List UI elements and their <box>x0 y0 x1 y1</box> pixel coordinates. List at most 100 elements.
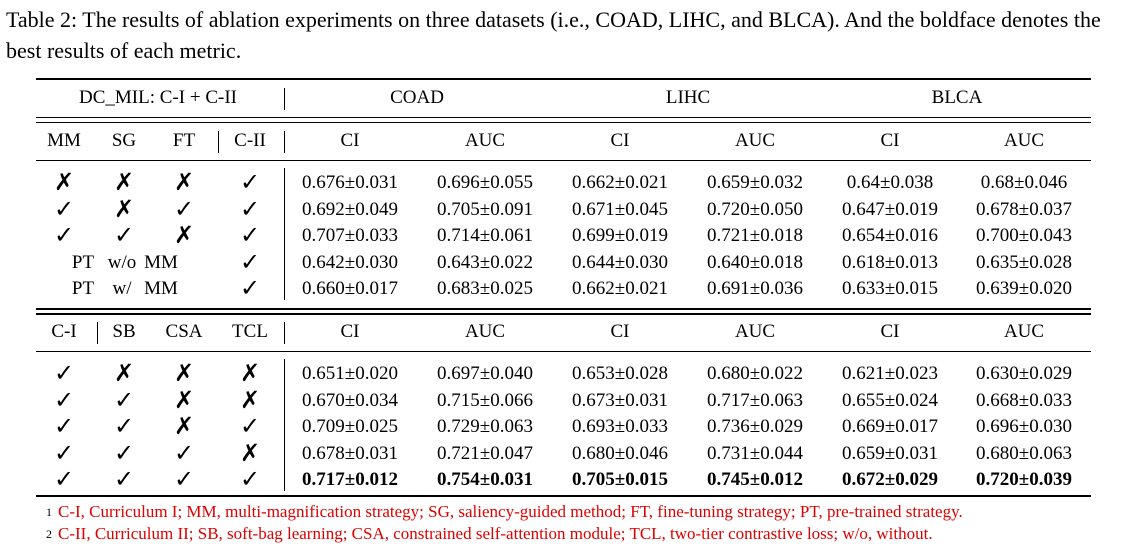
check-icon: ✓ <box>53 195 75 223</box>
method-header: DC_MIL: C-I + C-II <box>79 87 237 108</box>
row-label: PT <box>71 278 95 299</box>
table-cell: 0.680±0.022 <box>707 363 803 384</box>
table-cell: 0.618±0.013 <box>842 252 938 273</box>
table-cell: 0.691±0.036 <box>707 278 803 299</box>
footnote-text: C-I, Curriculum I; MM, multi-magnificati… <box>58 502 963 521</box>
table-cell: 0.705±0.091 <box>437 199 533 220</box>
check-icon: ✓ <box>239 412 261 440</box>
check-icon: ✓ <box>113 439 135 467</box>
cross-icon: ✗ <box>239 439 261 467</box>
table-cell: 0.720±0.050 <box>707 199 803 220</box>
table-cell: 0.729±0.063 <box>437 416 533 437</box>
table-cell: 0.709±0.025 <box>302 416 398 437</box>
column-header-mm: MM <box>47 130 81 151</box>
check-icon: ✓ <box>53 465 75 493</box>
metric-header-auc: AUC <box>464 321 506 342</box>
table-cell: 0.662±0.021 <box>572 172 668 193</box>
footnote-1: 1 C-I, Curriculum I; MM, multi-magnificat… <box>46 501 1124 523</box>
header-double-rule-b <box>36 122 1091 123</box>
table-cell: 0.64±0.038 <box>846 172 934 193</box>
table-cell: 0.697±0.040 <box>437 363 533 384</box>
table-cell: 0.721±0.018 <box>707 225 803 246</box>
column-header-csa: CSA <box>165 321 203 342</box>
check-icon: ✓ <box>239 195 261 223</box>
column-header-tcl: TCL <box>232 321 268 342</box>
check-icon: ✓ <box>113 386 135 414</box>
table-cell: 0.754±0.031 <box>437 469 533 490</box>
table-cell: 0.715±0.066 <box>437 390 533 411</box>
header-double-rule-a <box>36 117 1091 118</box>
metric-header-ci: CI <box>880 321 900 342</box>
table-cell: 0.644±0.030 <box>572 252 668 273</box>
table-cell: 0.659±0.031 <box>842 443 938 464</box>
table-cell: 0.680±0.046 <box>572 443 668 464</box>
section-divider-a <box>36 308 1091 310</box>
section-divider-b <box>36 313 1091 315</box>
column-separator <box>284 168 285 300</box>
table-cell: 0.621±0.023 <box>842 363 938 384</box>
table-cell: 0.68±0.046 <box>980 172 1068 193</box>
cross-icon: ✗ <box>173 221 195 249</box>
table-cell: 0.659±0.032 <box>707 172 803 193</box>
check-icon: ✓ <box>173 465 195 493</box>
row-label: PT <box>71 252 95 273</box>
cross-icon: ✗ <box>173 412 195 440</box>
metric-header-auc: AUC <box>464 130 506 151</box>
table-cell: 0.721±0.047 <box>437 443 533 464</box>
table-cell: 0.639±0.020 <box>976 278 1072 299</box>
metric-header-ci: CI <box>340 130 360 151</box>
column-header-ft: FT <box>172 130 196 151</box>
table-cell: 0.692±0.049 <box>302 199 398 220</box>
table-cell: 0.693±0.033 <box>572 416 668 437</box>
table-cell: 0.678±0.037 <box>976 199 1072 220</box>
check-icon: ✓ <box>113 412 135 440</box>
footnote-mark: 1 <box>46 505 52 519</box>
table-cell: 0.655±0.024 <box>842 390 938 411</box>
table-cell: 0.660±0.017 <box>302 278 398 299</box>
check-icon: ✓ <box>53 412 75 440</box>
table-cell: 0.672±0.029 <box>842 469 938 490</box>
bottom-rule <box>36 495 1091 497</box>
column-separator <box>284 88 285 110</box>
table-cell: 0.736±0.029 <box>707 416 803 437</box>
metric-header-auc: AUC <box>1003 130 1045 151</box>
check-icon: ✓ <box>239 168 261 196</box>
table-cell: 0.676±0.031 <box>302 172 398 193</box>
table-cell: 0.700±0.043 <box>976 225 1072 246</box>
column-separator <box>284 322 285 344</box>
cross-icon: ✗ <box>239 359 261 387</box>
row-label: MM <box>144 278 178 299</box>
column-separator <box>284 359 285 491</box>
table-cell: 0.635±0.028 <box>976 252 1072 273</box>
table-cell: 0.717±0.063 <box>707 390 803 411</box>
row-label: w/ <box>112 278 132 299</box>
check-icon: ✓ <box>239 465 261 493</box>
table-cell: 0.642±0.030 <box>302 252 398 273</box>
top-rule <box>36 78 1091 80</box>
dataset-header-lihc: LIHC <box>665 87 711 108</box>
section2-header-rule <box>36 351 1091 352</box>
column-header-c-i: C-I <box>51 321 77 342</box>
footnotes: 1 C-I, Curriculum I; MM, multi-magnificat… <box>46 501 1124 545</box>
table-cell: 0.717±0.012 <box>302 469 398 490</box>
dataset-header-coad: COAD <box>390 87 444 108</box>
metric-header-auc: AUC <box>734 130 776 151</box>
cross-icon: ✗ <box>113 168 135 196</box>
table-cell: 0.651±0.020 <box>302 363 398 384</box>
table-cell: 0.673±0.031 <box>572 390 668 411</box>
column-header-c-ii: C-II <box>234 130 266 151</box>
table-cell: 0.696±0.030 <box>976 416 1072 437</box>
table-cell: 0.680±0.063 <box>976 443 1072 464</box>
table-cell: 0.705±0.015 <box>572 469 668 490</box>
metric-header-ci: CI <box>610 130 630 151</box>
table-cell: 0.653±0.028 <box>572 363 668 384</box>
section1-header-rule <box>36 160 1091 161</box>
column-separator <box>97 322 98 344</box>
cross-icon: ✗ <box>173 386 195 414</box>
table-cell: 0.640±0.018 <box>707 252 803 273</box>
table-cell: 0.683±0.025 <box>437 278 533 299</box>
cross-icon: ✗ <box>113 195 135 223</box>
cross-icon: ✗ <box>113 359 135 387</box>
table-cell: 0.720±0.039 <box>976 469 1072 490</box>
